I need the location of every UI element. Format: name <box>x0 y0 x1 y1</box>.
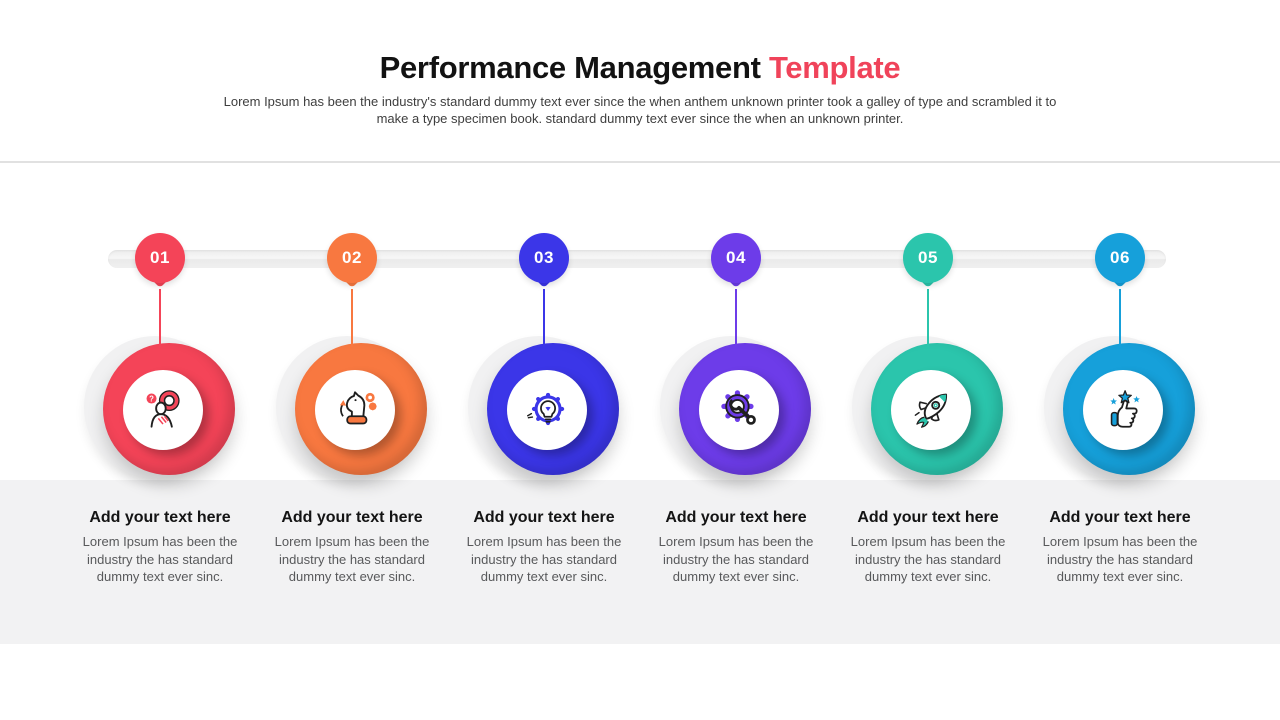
item-text-04: Add your text here Lorem Ipsum has been … <box>648 509 824 586</box>
step-badge-01: 01 <box>135 233 185 283</box>
item-body: Lorem Ipsum has been the industry the ha… <box>658 534 814 584</box>
connector-line <box>543 289 545 347</box>
circle-graphic-04 <box>656 336 816 482</box>
step-badge-03: 03 <box>519 233 569 283</box>
icon-holder <box>699 370 779 450</box>
item-heading: Add your text here <box>89 509 231 526</box>
subtitle-line-2: make a type specimen book. standard dumm… <box>376 110 904 126</box>
step-badge-05: 05 <box>903 233 953 283</box>
connector-line <box>351 289 353 347</box>
item-heading: Add your text here <box>281 509 423 526</box>
circle-graphic-05 <box>848 336 1008 482</box>
step-number: 06 <box>1110 248 1130 267</box>
page-title: Performance Management Template <box>0 0 1280 86</box>
gear-wrench-icon <box>721 390 756 425</box>
search-person-icon: ? <box>146 390 180 428</box>
icon-holder <box>315 370 395 450</box>
rocket-icon <box>914 393 948 428</box>
connector-line <box>735 289 737 347</box>
step-number: 02 <box>342 248 362 267</box>
icon-holder: ? <box>123 370 203 450</box>
svg-text:?: ? <box>149 394 154 403</box>
item-heading: Add your text here <box>1049 509 1191 526</box>
item-heading: Add your text here <box>665 509 807 526</box>
timeline-item-01: 01 ? Add your text here Lorem Ipsum has <box>64 233 256 633</box>
step-number: 03 <box>534 248 554 267</box>
item-heading: Add your text here <box>473 509 615 526</box>
timeline-item-05: 05 Add your text here Lorem Ipsum has b <box>832 233 1024 633</box>
item-text-05: Add your text here Lorem Ipsum has been … <box>840 509 1016 586</box>
connector-line <box>927 289 929 347</box>
circle-graphic-02 <box>272 336 432 482</box>
page-subtitle: Lorem Ipsum has been the industry's stan… <box>130 94 1150 127</box>
strategy-knight-icon <box>339 391 377 425</box>
step-number: 05 <box>918 248 938 267</box>
icon-holder <box>507 370 587 450</box>
step-badge-04: 04 <box>711 233 761 283</box>
page-title-accent: Template <box>768 50 901 85</box>
text-section-background <box>0 480 1280 644</box>
slide-header: Performance Management Template Lorem Ip… <box>0 0 1280 127</box>
timeline-item-04: 04 Add your text here Lorem Ipsum has <box>640 233 832 633</box>
step-number: 01 <box>150 248 170 267</box>
idea-bulb-gear-icon <box>527 392 565 426</box>
item-body: Lorem Ipsum has been the industry the ha… <box>1042 534 1198 584</box>
subtitle-line-1: Lorem Ipsum has been the industry's stan… <box>223 94 1057 109</box>
item-text-06: Add your text here Lorem Ipsum has been … <box>1032 509 1208 586</box>
item-body: Lorem Ipsum has been the industry the ha… <box>82 534 238 584</box>
circle-graphic-03 <box>464 336 624 482</box>
step-badge-06: 06 <box>1095 233 1145 283</box>
timeline-item-02: 02 Add your text here Lorem Ipsum has b <box>256 233 448 633</box>
item-body: Lorem Ipsum has been the industry the ha… <box>850 534 1006 584</box>
icon-holder <box>891 370 971 450</box>
timeline-item-06: 06 Add your text here Lorem Ipsum has be… <box>1024 233 1216 633</box>
timeline-items: 01 ? Add your text here Lorem Ipsum has <box>64 233 1216 633</box>
circle-graphic-01: ? <box>80 336 240 482</box>
connector-line <box>159 289 161 347</box>
thumbs-up-stars-icon <box>1110 390 1140 428</box>
step-badge-02: 02 <box>327 233 377 283</box>
item-body: Lorem Ipsum has been the industry the ha… <box>466 534 622 584</box>
item-heading: Add your text here <box>857 509 999 526</box>
item-text-03: Add your text here Lorem Ipsum has been … <box>456 509 632 586</box>
header-divider <box>0 161 1280 163</box>
item-text-02: Add your text here Lorem Ipsum has been … <box>264 509 440 586</box>
item-text-01: Add your text here Lorem Ipsum has been … <box>72 509 248 586</box>
circle-graphic-06 <box>1040 336 1200 482</box>
connector-line <box>1119 289 1121 347</box>
icon-holder <box>1083 370 1163 450</box>
timeline-item-03: 03 Add your text here Lorem Ipsum has <box>448 233 640 633</box>
step-number: 04 <box>726 248 746 267</box>
item-body: Lorem Ipsum has been the industry the ha… <box>274 534 430 584</box>
page-title-main: Performance Management <box>379 50 761 85</box>
